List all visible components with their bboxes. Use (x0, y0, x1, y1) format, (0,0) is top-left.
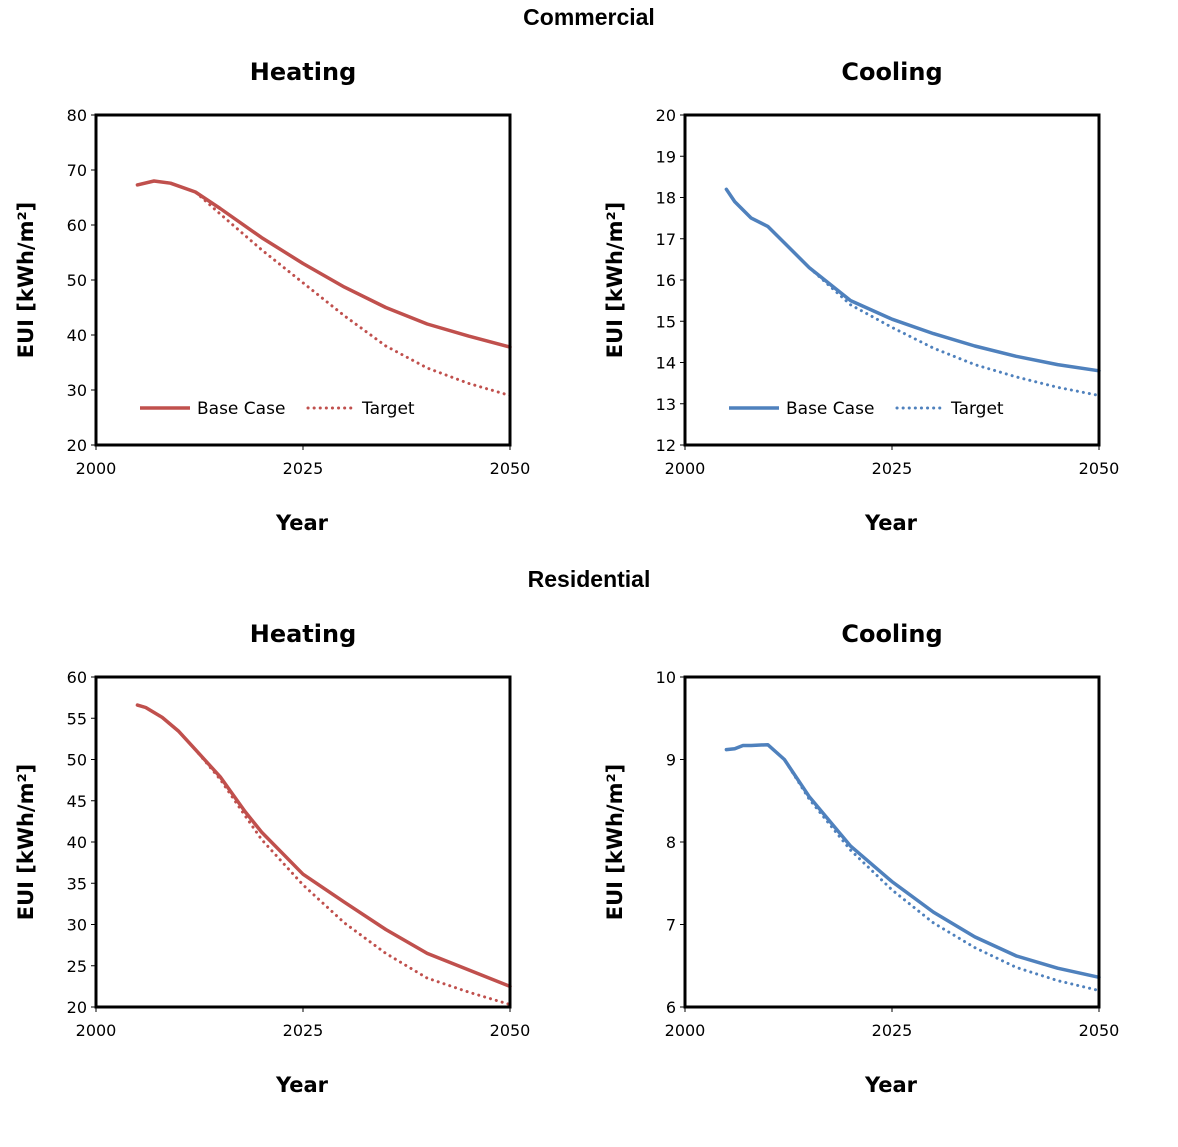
x-tick-label: 2050 (1079, 1021, 1120, 1040)
y-tick-label: 19 (656, 147, 676, 166)
y-tick-label: 6 (666, 998, 676, 1017)
y-axis-title: EUI [kWh/m²] (14, 764, 38, 921)
y-axis-title: EUI [kWh/m²] (603, 764, 627, 921)
y-tick-label: 50 (67, 271, 87, 290)
chart-residential-heating: Heating 20 25 30 35 40 45 50 55 60 2000 2025 2050 Yea… (0, 602, 589, 1147)
x-tick-label: 2025 (872, 459, 913, 478)
series-line-base-case (724, 742, 1101, 980)
chart-residential-cooling: Cooling 6 7 8 9 10 2000 2025 2050 Year EUI [kWh/m²… (589, 602, 1178, 1147)
chart-commercial-heating: Heating 20 30 40 50 60 70 80 2000 2025 2050 Year EUI… (0, 40, 589, 585)
section-title-residential: Residential (527, 566, 651, 592)
y-axis-title: EUI [kWh/m²] (14, 202, 38, 359)
series-line-target (135, 179, 512, 397)
series-line-target (724, 743, 1101, 992)
y-tick-label: 35 (67, 874, 87, 893)
plot-frame (94, 113, 512, 447)
x-axis-title: Year (275, 511, 329, 535)
series-line-base-case (135, 179, 512, 349)
x-tick-label: 2000 (76, 459, 117, 478)
y-tick-label: 60 (67, 216, 87, 235)
y-tick-label: 15 (656, 312, 676, 331)
series-line-target (135, 703, 512, 1006)
y-tick-label: 40 (67, 833, 87, 852)
series-line-base-case (135, 703, 512, 989)
chart-title: Heating (250, 620, 357, 648)
x-tick-label: 2025 (872, 1021, 913, 1040)
chart-title: Cooling (841, 58, 942, 86)
y-tick-label: 9 (666, 751, 676, 770)
y-tick-label: 20 (67, 998, 87, 1017)
y-tick-label: 80 (67, 106, 87, 125)
chart-svg: Cooling 6 7 8 9 10 2000 2025 2050 Year EUI [kWh/m²… (603, 620, 1120, 1097)
y-tick-label: 25 (67, 957, 87, 976)
x-tick-label: 2000 (76, 1021, 117, 1040)
y-tick-label: 20 (67, 436, 87, 455)
y-tick-label: 50 (67, 751, 87, 770)
chart-svg: Cooling 12 13 14 15 16 17 18 19 20 2000 2025 2050 Yea… (603, 58, 1120, 535)
chart-commercial-cooling: Cooling 12 13 14 15 16 17 18 19 20 2000 2025 2050 Yea… (589, 40, 1178, 585)
y-tick-label: 18 (656, 189, 676, 208)
y-tick-label: 70 (67, 161, 87, 180)
chart-title: Cooling (841, 620, 942, 648)
x-tick-label: 2000 (665, 1021, 706, 1040)
y-tick-label: 45 (67, 792, 87, 811)
y-tick-label: 10 (656, 668, 676, 687)
plot-frame (683, 675, 1101, 1009)
y-tick-label: 17 (656, 230, 676, 249)
x-tick-label: 2000 (665, 459, 706, 478)
legend-label-base-case: Base Case (786, 399, 874, 419)
y-tick-label: 30 (67, 916, 87, 935)
chart-title: Heating (250, 58, 357, 86)
series-line-target (724, 187, 1101, 397)
x-tick-label: 2050 (490, 1021, 531, 1040)
x-tick-label: 2025 (283, 459, 324, 478)
y-tick-label: 40 (67, 326, 87, 345)
y-tick-label: 60 (67, 668, 87, 687)
x-axis-title: Year (275, 1073, 329, 1097)
legend-label-target: Target (361, 399, 415, 419)
section-title-commercial: Commercial (523, 4, 655, 30)
x-axis-title: Year (864, 1073, 918, 1097)
y-axis-title: EUI [kWh/m²] (603, 202, 627, 359)
chart-svg: Heating 20 30 40 50 60 70 80 2000 2025 2050 Year EUI… (14, 58, 531, 535)
legend-label-target: Target (950, 399, 1004, 419)
plot-frame (94, 675, 512, 1009)
y-tick-label: 12 (656, 436, 676, 455)
y-tick-label: 8 (666, 833, 676, 852)
y-tick-label: 55 (67, 709, 87, 728)
y-tick-label: 14 (656, 354, 676, 373)
plot-frame (683, 113, 1101, 447)
x-tick-label: 2050 (490, 459, 531, 478)
y-tick-label: 20 (656, 106, 676, 125)
y-tick-label: 30 (67, 381, 87, 400)
x-tick-label: 2050 (1079, 459, 1120, 478)
x-axis-title: Year (864, 511, 918, 535)
x-tick-label: 2025 (283, 1021, 324, 1040)
y-tick-label: 7 (666, 916, 676, 935)
y-tick-label: 16 (656, 271, 676, 290)
y-tick-label: 13 (656, 395, 676, 414)
series-line-base-case (724, 187, 1101, 373)
legend-label-base-case: Base Case (197, 399, 285, 419)
